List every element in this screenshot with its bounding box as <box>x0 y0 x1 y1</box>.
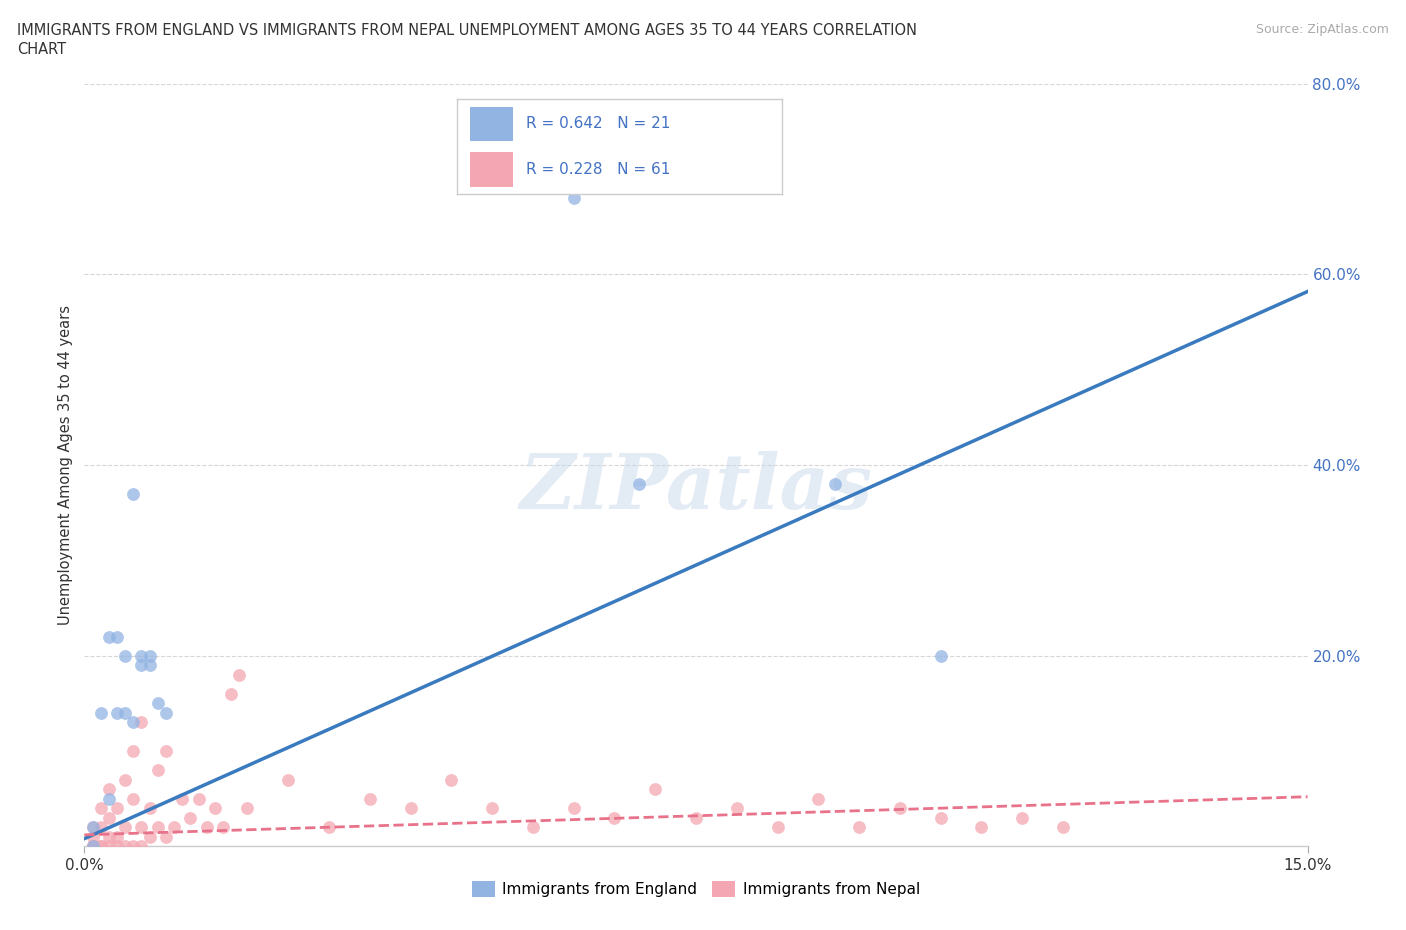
Point <box>82 820 104 835</box>
Point <box>725 801 748 816</box>
Point <box>131 715 153 730</box>
Point <box>97 830 120 844</box>
Point <box>562 191 585 206</box>
Point <box>187 791 209 806</box>
Point <box>172 791 194 806</box>
Point <box>105 830 128 844</box>
Point <box>644 781 666 796</box>
Point <box>228 668 250 683</box>
Point <box>82 839 104 854</box>
Point <box>90 801 112 816</box>
Point <box>685 810 707 825</box>
Point <box>97 781 120 796</box>
Point <box>122 791 145 806</box>
Point <box>105 839 128 854</box>
Point <box>82 830 104 844</box>
Point <box>114 648 136 663</box>
Point <box>627 477 650 492</box>
Point <box>163 820 186 835</box>
Point <box>105 630 128 644</box>
Point <box>824 477 846 492</box>
Point <box>155 705 177 720</box>
Point <box>807 791 830 806</box>
Point <box>146 696 169 711</box>
Point <box>90 839 112 854</box>
Point <box>766 820 789 835</box>
Point <box>138 801 160 816</box>
Point <box>131 839 153 854</box>
Point <box>481 801 503 816</box>
Point <box>970 820 993 835</box>
Y-axis label: Unemployment Among Ages 35 to 44 years: Unemployment Among Ages 35 to 44 years <box>58 305 73 625</box>
Text: Source: ZipAtlas.com: Source: ZipAtlas.com <box>1256 23 1389 36</box>
Point <box>131 658 153 672</box>
Point <box>131 820 153 835</box>
Point <box>114 839 136 854</box>
Point <box>90 820 112 835</box>
Point <box>90 839 112 854</box>
Point <box>155 744 177 759</box>
Point <box>122 744 145 759</box>
Point <box>122 715 145 730</box>
Point <box>603 810 626 825</box>
Point <box>97 810 120 825</box>
Point <box>155 830 177 844</box>
Text: ZIPatlas: ZIPatlas <box>519 451 873 525</box>
Point <box>848 820 870 835</box>
Point <box>97 839 120 854</box>
Point <box>195 820 218 835</box>
Point <box>179 810 201 825</box>
Text: IMMIGRANTS FROM ENGLAND VS IMMIGRANTS FROM NEPAL UNEMPLOYMENT AMONG AGES 35 TO 4: IMMIGRANTS FROM ENGLAND VS IMMIGRANTS FR… <box>17 23 917 38</box>
Point <box>399 801 422 816</box>
Point <box>138 648 160 663</box>
Point <box>440 772 463 787</box>
Point <box>236 801 259 816</box>
Point <box>114 705 136 720</box>
Point <box>219 686 242 701</box>
Point <box>105 705 128 720</box>
Point <box>889 801 911 816</box>
Point <box>122 486 145 501</box>
Point <box>212 820 235 835</box>
Point <box>114 772 136 787</box>
Point <box>1011 810 1033 825</box>
Point <box>105 801 128 816</box>
Point <box>82 839 104 854</box>
Point <box>114 820 136 835</box>
Point <box>929 648 952 663</box>
Point <box>82 820 104 835</box>
Text: CHART: CHART <box>17 42 66 57</box>
Point <box>146 820 169 835</box>
Point <box>138 830 160 844</box>
Point <box>359 791 381 806</box>
Point <box>929 810 952 825</box>
Point <box>204 801 226 816</box>
Point <box>82 839 104 854</box>
Point <box>277 772 299 787</box>
Point <box>97 791 120 806</box>
Point <box>131 648 153 663</box>
Point <box>122 839 145 854</box>
Point <box>146 763 169 777</box>
Point <box>97 630 120 644</box>
Point <box>90 705 112 720</box>
Point <box>138 658 160 672</box>
Legend: Immigrants from England, Immigrants from Nepal: Immigrants from England, Immigrants from… <box>465 875 927 903</box>
Point <box>562 801 585 816</box>
Point <box>1052 820 1074 835</box>
Point <box>318 820 340 835</box>
Point <box>522 820 544 835</box>
Point <box>82 839 104 854</box>
